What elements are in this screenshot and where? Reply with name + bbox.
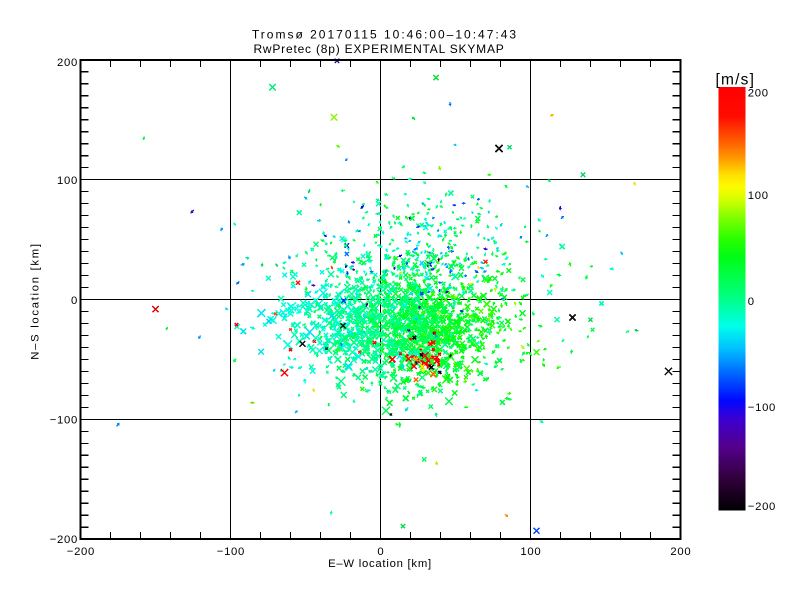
svg-text:−200: −200 [50,534,78,546]
svg-text:RwPretec (8p) EXPERIMENTAL SKY: RwPretec (8p) EXPERIMENTAL SKYMAP [253,42,504,56]
svg-text:200: 200 [670,546,691,558]
svg-text:−100: −100 [217,546,245,558]
svg-text:N–S location [km]: N–S location [km] [30,242,42,359]
svg-text:100: 100 [57,175,78,187]
svg-text:−100: −100 [50,415,78,427]
svg-text:0: 0 [377,546,384,558]
svg-text:−100: −100 [748,402,776,414]
svg-text:0: 0 [748,296,755,308]
svg-text:Tromsø 20170115 10:46:00–10:47: Tromsø 20170115 10:46:00–10:47:43 [252,28,518,42]
svg-text:200: 200 [748,88,769,100]
svg-text:100: 100 [748,190,769,202]
svg-text:200: 200 [57,57,78,69]
svg-text:−200: −200 [748,501,776,513]
svg-text:E–W location [km]: E–W location [km] [328,558,432,570]
svg-text:−200: −200 [67,546,95,558]
svg-text:0: 0 [71,295,78,307]
svg-text:100: 100 [520,546,541,558]
svg-text:[m/s]: [m/s] [716,72,756,89]
